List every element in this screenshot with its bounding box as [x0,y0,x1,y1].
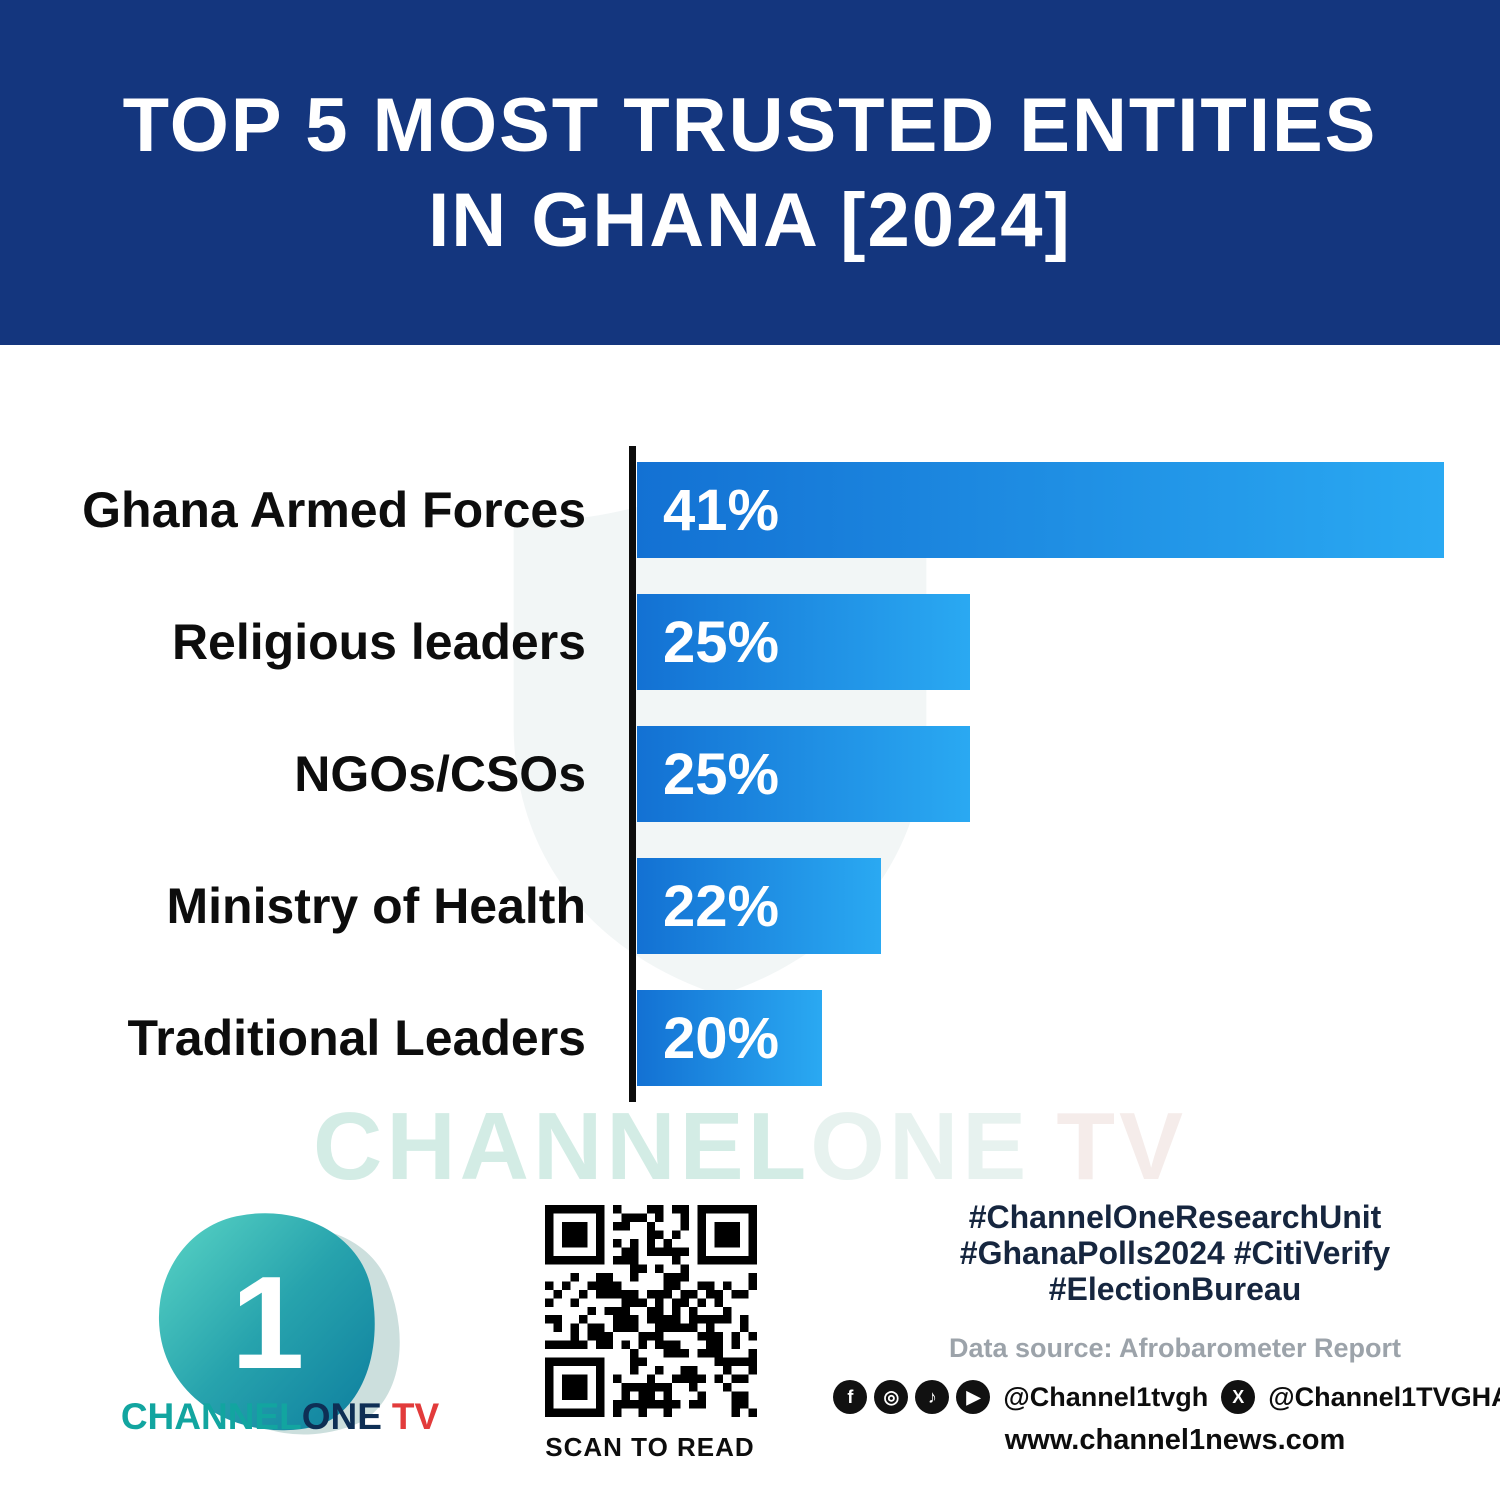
hashtags-line1: #ChannelOneResearchUnit [968,1199,1382,1235]
header-banner: TOP 5 MOST TRUSTED ENTITIES IN GHANA [20… [0,0,1500,345]
social-handle-x: @Channel1TVGHA [1268,1381,1500,1412]
bar-category-label: NGOs/CSOs [294,746,586,802]
watermark-channel: CHANNEL [312,1093,811,1200]
tiktok-icon: ♪ [915,1380,950,1415]
watermark-tv: TV [1056,1093,1187,1200]
footer-right-block: #ChannelOneResearchUnit #GhanaPolls2024 … [833,1199,1500,1457]
bar: 22% [637,858,881,954]
bar-value-label: 25% [663,609,780,675]
bar: 25% [637,594,970,690]
bar-value-label: 41% [663,477,780,543]
channel-one-watermark: CHANNELONE TV [0,1092,1500,1202]
x-icon: X [1221,1380,1256,1415]
bar-row: NGOs/CSOs 25% [0,726,1500,822]
bar-value-label: 25% [663,741,780,807]
youtube-icon: ▶ [956,1380,991,1415]
social-handle-main: @Channel1tvgh [1003,1381,1209,1412]
social-row: f ◎ ♪ ▶ @Channel1tvgh X @Channel1TVGHA [833,1380,1500,1415]
instagram-icon: ◎ [874,1380,909,1415]
logo-wordmark-channel: CHANNEL [120,1396,302,1437]
data-source-label: Data source: Afrobarometer Report [948,1333,1402,1364]
qr-caption: SCAN TO READ [545,1432,755,1462]
page-title-line2: IN GHANA [2024] [428,177,1072,263]
bar-category-label: Traditional Leaders [127,1010,586,1066]
logo-wordmark: CHANNELONE TV [110,1396,450,1438]
hashtags-line2: #GhanaPolls2024 #CitiVerify [959,1234,1391,1271]
hashtags-line3: #ElectionBureau [1048,1270,1302,1307]
bar: 25% [637,726,970,822]
bar-chart: Ghana Armed Forces 41% Religious leaders 25… [0,446,1500,1122]
website-url: www.channel1news.com [1004,1424,1346,1457]
logo-wordmark-tv: TV [391,1396,440,1437]
bar-category-label: Religious leaders [171,614,586,670]
bar-value-label: 20% [663,1005,780,1071]
watermark-one: ONE [810,1093,1031,1200]
bar-category-label: Ministry of Health [166,878,586,934]
qr-code [545,1205,757,1417]
bar-category-label: Ghana Armed Forces [82,482,586,538]
bar-row: Ministry of Health 22% [0,858,1500,954]
bar-value-label: 22% [663,873,780,939]
bar: 41% [637,462,1444,558]
bar-row: Ghana Armed Forces 41% [0,462,1500,558]
facebook-icon: f [833,1380,868,1415]
bar: 20% [637,990,822,1086]
bar-row: Traditional Leaders 20% [0,990,1500,1086]
chart-axis [629,446,636,1102]
logo-wordmark-one: ONE [301,1396,382,1437]
chart-rows: Ghana Armed Forces 41% Religious leaders 25… [0,462,1500,1086]
logo-numeral: 1 [231,1249,305,1397]
bar-row: Religious leaders 25% [0,594,1500,690]
page-title-line1: TOP 5 MOST TRUSTED ENTITIES [122,82,1378,168]
